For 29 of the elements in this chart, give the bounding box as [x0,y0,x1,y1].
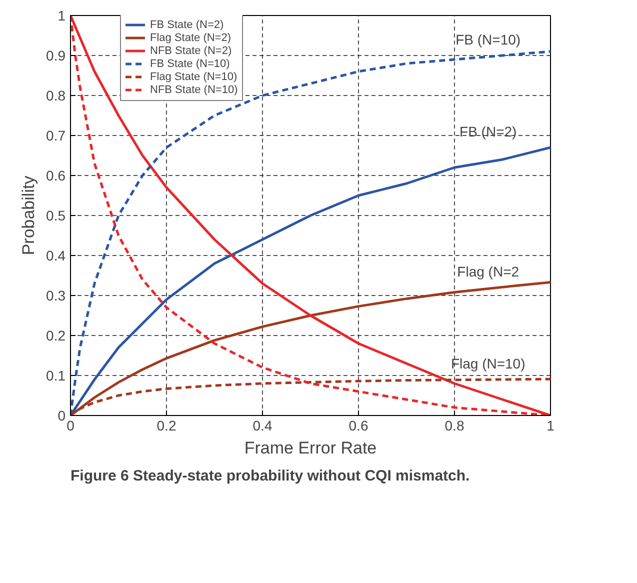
annotation: FB (N=10) [456,32,521,48]
y-tick-label: 1 [58,8,66,24]
y-tick-label: 0.2 [46,328,66,344]
x-axis-title: Frame Error Rate [244,438,377,458]
x-tick-label: 0.4 [252,418,272,434]
annotation: FB (N=2) [460,124,517,140]
y-tick-label: 0.4 [46,248,66,264]
y-tick-label: 0.8 [46,88,66,104]
y-tick-label: 0.1 [46,368,66,384]
y-tick-label: 0.6 [46,168,66,184]
legend-label: FB State (N=10) [150,57,230,70]
y-tick-label: 0 [58,408,66,424]
legend-label: FB State (N=2) [150,18,224,31]
annotation: Flag (N=10) [450,356,526,372]
legend-label: Flag State (N=10) [150,70,238,83]
y-tick-label: 0.3 [46,288,66,304]
y-axis-title: Probability [19,175,38,256]
legend-label: NFB State (N=10) [150,83,238,96]
legend-label: Flag State (N=2) [150,31,232,44]
x-tick-label: 0.6 [348,418,368,434]
y-tick-label: 0.9 [46,48,66,64]
x-tick-label: 0.8 [444,418,464,434]
caption: Figure 6 Steady-state probability without CQI mismatch. [70,468,470,484]
annotation: Flag (N=2 [457,264,520,280]
y-tick-label: 0.7 [46,128,66,144]
x-tick-label: 0.2 [156,418,176,434]
legend-label: NFB State (N=2) [150,44,232,57]
y-tick-label: 0.5 [46,208,66,224]
x-tick-label: 1 [546,418,555,434]
